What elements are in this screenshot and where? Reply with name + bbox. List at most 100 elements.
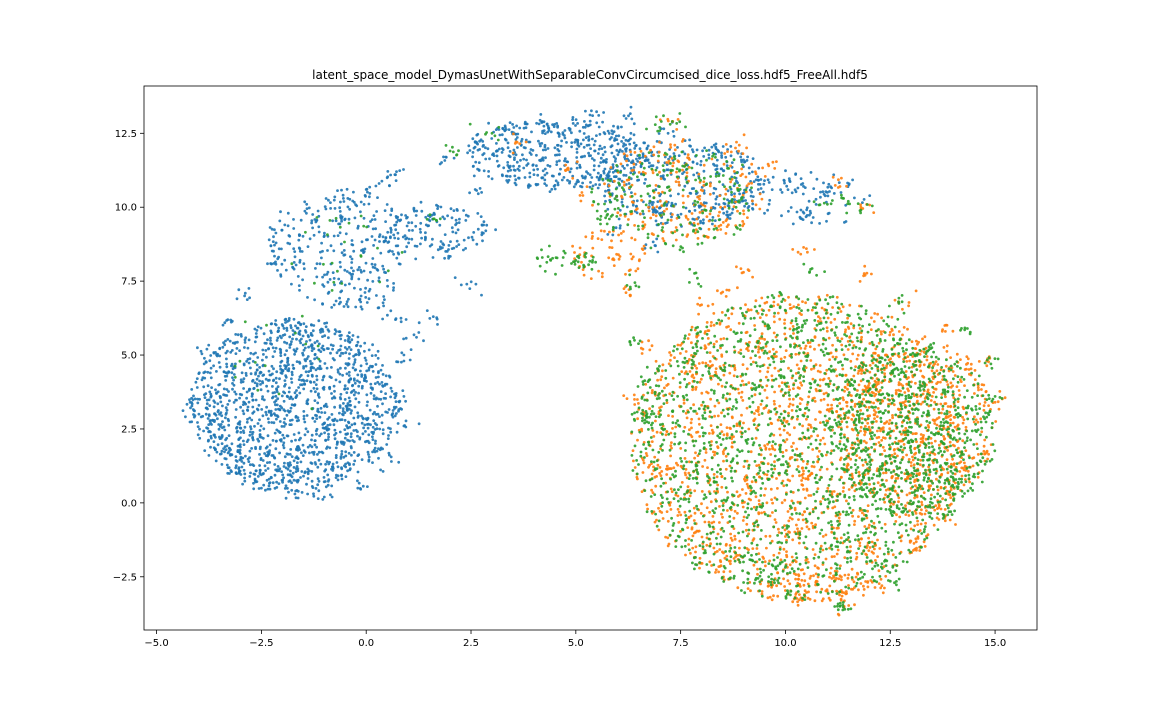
data-point (944, 395, 947, 399)
data-point (471, 165, 475, 168)
data-point (420, 236, 423, 240)
data-point (423, 238, 427, 242)
data-point (222, 370, 226, 373)
data-point (316, 497, 320, 500)
data-point (531, 149, 535, 152)
data-point (554, 179, 558, 183)
data-point (812, 465, 816, 469)
data-point (393, 396, 397, 400)
data-point (761, 555, 765, 559)
data-point (629, 105, 633, 109)
data-point (326, 483, 330, 487)
data-point (953, 444, 956, 448)
data-point (890, 327, 894, 331)
data-point (248, 433, 252, 437)
data-point (247, 460, 251, 463)
data-point (950, 462, 953, 466)
data-point (864, 460, 868, 464)
data-point (277, 329, 280, 333)
data-point (709, 324, 713, 328)
data-point (640, 490, 644, 493)
data-point (875, 420, 878, 423)
data-point (467, 144, 471, 148)
data-point (822, 181, 825, 185)
data-point (359, 210, 362, 214)
data-point (936, 488, 940, 492)
data-point (240, 460, 244, 463)
data-point (389, 230, 393, 234)
data-point (357, 384, 361, 388)
data-point (811, 216, 815, 219)
data-point (302, 414, 306, 418)
data-point (347, 362, 351, 366)
data-point (603, 194, 606, 198)
data-point (228, 339, 232, 343)
data-point (686, 485, 690, 489)
data-point (309, 359, 312, 363)
data-point (286, 211, 290, 215)
data-point (272, 235, 275, 239)
data-point (317, 396, 321, 399)
data-point (345, 409, 349, 412)
data-point (790, 445, 793, 448)
data-point (315, 417, 319, 420)
data-point (912, 463, 916, 467)
data-point (733, 368, 737, 372)
data-point (852, 344, 856, 347)
data-point (270, 262, 273, 266)
data-point (596, 171, 600, 175)
data-point (655, 237, 659, 241)
data-point (823, 442, 827, 446)
data-point (541, 158, 545, 162)
data-point (817, 343, 821, 347)
data-point (353, 381, 357, 385)
data-point (584, 136, 588, 140)
data-point (621, 150, 624, 153)
data-point (348, 197, 352, 201)
data-point (612, 130, 616, 134)
data-point (292, 218, 295, 221)
data-point (681, 172, 684, 176)
data-point (812, 366, 816, 370)
data-point (738, 493, 742, 497)
data-point (343, 418, 347, 422)
data-point (742, 383, 746, 387)
data-point (775, 350, 778, 354)
data-point (320, 241, 323, 245)
data-point (746, 485, 750, 488)
data-point (615, 149, 619, 152)
data-point (340, 477, 344, 481)
data-point (327, 336, 330, 340)
data-point (801, 459, 805, 463)
data-point (340, 452, 344, 456)
data-point (345, 300, 349, 303)
data-point (381, 373, 385, 376)
data-point (266, 417, 270, 421)
data-point (745, 406, 749, 410)
data-point (687, 471, 691, 475)
data-point (835, 374, 839, 378)
data-point (292, 367, 296, 370)
data-point (395, 412, 398, 415)
data-point (277, 247, 281, 251)
data-point (733, 534, 737, 538)
data-point (519, 158, 522, 162)
data-point (679, 447, 683, 450)
data-point (253, 340, 257, 344)
data-point (701, 361, 705, 365)
data-point (773, 460, 776, 464)
data-point (788, 563, 792, 567)
data-point (661, 174, 665, 178)
data-point (651, 201, 655, 204)
data-point (873, 547, 876, 551)
data-point (247, 400, 251, 404)
data-point (359, 305, 363, 309)
data-point (702, 201, 706, 205)
data-point (865, 553, 868, 557)
data-point (372, 244, 375, 247)
data-point (376, 196, 379, 200)
data-point (243, 346, 246, 349)
data-point (268, 487, 272, 491)
data-point (341, 409, 345, 413)
data-point (309, 331, 313, 335)
